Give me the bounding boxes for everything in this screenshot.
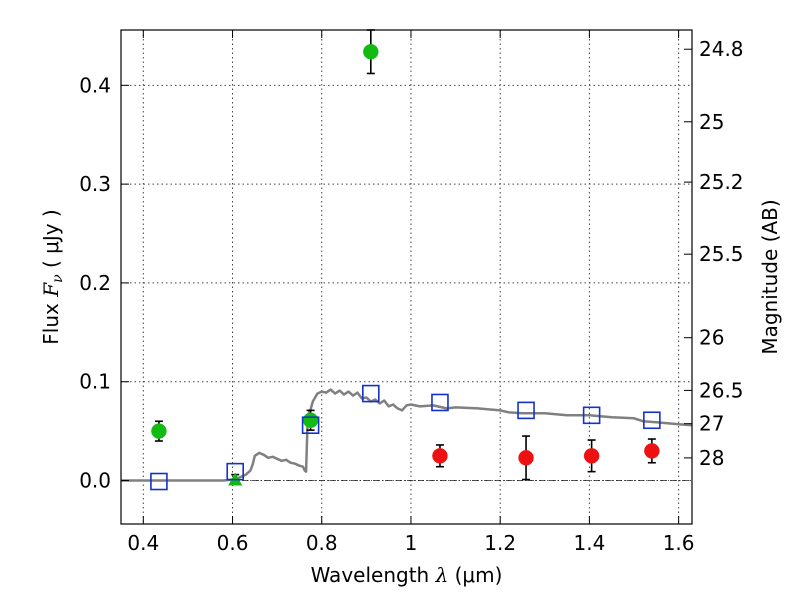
red-data-point (583, 448, 600, 464)
red-data-point (432, 448, 448, 464)
red-data-point (644, 443, 660, 459)
y2-tick-label: 27 (699, 412, 724, 436)
y-axis-label-sub: ν (50, 274, 66, 283)
grid (121, 30, 692, 524)
plot-frame (120, 29, 693, 525)
green-data-point (151, 423, 167, 439)
x-tick-label: 1.2 (484, 531, 516, 555)
blue-model-square (517, 401, 535, 420)
x-axis-ticks: 0.4 0.6 0.8 1 1.2 1.4 1.6 (127, 30, 695, 555)
x-axis-label-var: λ (435, 563, 449, 587)
y-tick-label: 0.1 (79, 370, 111, 394)
blue-model-square (431, 393, 449, 412)
model-spectrum-line (121, 388, 693, 482)
y2-tick-label: 24.8 (699, 37, 744, 61)
y-axis-label-prefix: Flux (39, 297, 63, 345)
y2-tick-label: 25.5 (699, 242, 744, 266)
y-axis-ticks: 0.0 0.1 0.2 0.3 0.4 (79, 73, 129, 493)
y-axis-label-units: ( μJy ) (39, 209, 63, 274)
x-tick-label: 0.6 (217, 531, 249, 555)
x-axis-label-prefix: Wavelength (311, 563, 436, 587)
x-tick-label: 0.4 (127, 531, 159, 555)
y-tick-label: 0.0 (79, 469, 111, 493)
red-data-point (518, 450, 534, 466)
y-tick-label: 0.4 (79, 73, 111, 97)
x-axis-label-units: (μm) (448, 563, 502, 587)
y-tick-label: 0.3 (79, 172, 111, 196)
model-spectrum (121, 388, 693, 482)
blue-model-square (226, 462, 244, 481)
y2-tick-label: 25 (699, 110, 724, 134)
x-axis-label: Wavelength λ (μm) (311, 563, 503, 587)
x-tick-label: 1 (405, 531, 418, 555)
blue-model-square (643, 411, 661, 430)
x-tick-label: 1.4 (573, 531, 605, 555)
blue-model-square (582, 406, 601, 425)
photometry-points (150, 29, 661, 491)
blue-model-square (150, 472, 168, 491)
green-data-point (363, 43, 379, 60)
y2-tick-label: 26.5 (699, 378, 744, 402)
x-tick-label: 1.6 (663, 531, 695, 555)
y2-axis-ticks: 24.8 25 25.2 25.5 26 26.5 27 28 (684, 37, 744, 470)
y-axis-label-var: F (39, 282, 63, 298)
y-tick-label: 0.2 (79, 271, 111, 295)
blue-model-square (301, 416, 320, 435)
x-tick-label: 0.8 (306, 531, 338, 555)
y2-tick-label: 28 (699, 446, 724, 470)
y2-tick-label: 25.2 (699, 170, 744, 194)
y2-axis-label: Magnitude (AB) (758, 199, 782, 354)
blue-model-square (362, 384, 380, 403)
y2-tick-label: 26 (699, 326, 724, 350)
y-axis-label: Flux Fν ( μJy ) (39, 209, 66, 344)
green-data-point (302, 412, 319, 429)
